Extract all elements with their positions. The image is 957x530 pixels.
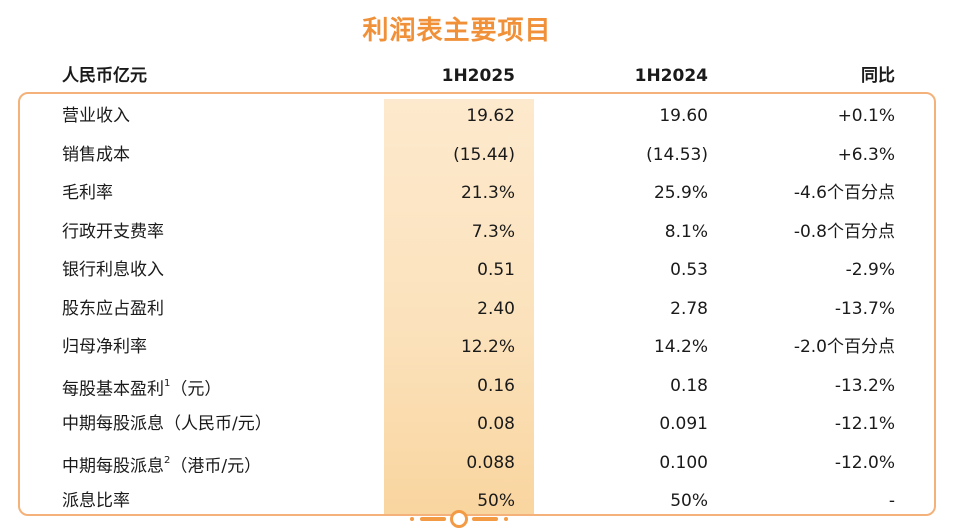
decorative-footer [0, 508, 957, 530]
table-row: 归母净利率 12.2% 14.2% -2.0个百分点 [0, 328, 957, 367]
value-1h2025: 50% [477, 491, 515, 511]
table-row: 中期每股派息2（港币/元） 0.088 0.100 -12.0% [0, 444, 957, 483]
value-yoy: -12.1% [834, 414, 895, 434]
row-label: 每股基本盈利1（元） [62, 367, 221, 409]
header-1h2025: 1H2025 [441, 66, 515, 86]
row-label-text: 归母净利率 [62, 337, 147, 357]
value-yoy: -4.6个百分点 [793, 183, 895, 203]
column-highlight-1h2025 [384, 99, 534, 514]
row-label-text: 毛利率 [62, 183, 113, 203]
row-label-unit: （港币/元） [170, 456, 262, 477]
value-1h2025: 0.08 [477, 414, 515, 434]
value-1h2024: 0.53 [670, 260, 708, 280]
row-label-text: 每股基本盈利 [62, 379, 164, 400]
row-label: 中期每股派息2（港币/元） [62, 444, 261, 486]
row-label: 中期每股派息（人民币/元） [62, 405, 272, 444]
row-label: 归母净利率 [62, 328, 147, 367]
value-1h2025: 19.62 [466, 106, 515, 126]
value-1h2024: 19.60 [659, 106, 708, 126]
header-1h2024: 1H2024 [634, 66, 708, 86]
row-label: 毛利率 [62, 174, 113, 213]
row-label: 销售成本 [62, 136, 130, 175]
value-yoy: -13.2% [834, 375, 895, 396]
value-1h2025: 21.3% [460, 183, 515, 203]
row-label-text: 银行利息收入 [62, 260, 164, 280]
value-1h2024: (14.53) [646, 144, 708, 165]
value-1h2024: 25.9% [653, 183, 708, 203]
value-yoy: -12.0% [834, 452, 895, 473]
table-header: 人民币亿元 1H2025 1H2024 同比 [0, 62, 957, 90]
value-yoy: -0.8个百分点 [793, 221, 895, 242]
table-title: 利润表主要项目 [362, 16, 552, 46]
row-label-unit: （元） [170, 379, 222, 400]
row-label-text: 行政开支费率 [62, 221, 164, 242]
value-1h2025: 7.3% [471, 221, 515, 242]
row-label-text: 营业收入 [62, 106, 130, 126]
ring-icon [450, 510, 468, 528]
table-row: 每股基本盈利1（元） 0.16 0.18 -13.2% [0, 367, 957, 406]
value-1h2024: 14.2% [653, 337, 708, 357]
table-body: 营业收入 19.62 19.60 +0.1% 销售成本 (15.44) (14.53) +6.… [0, 97, 957, 521]
footnote-marker: 1 [164, 377, 171, 389]
value-yoy: -2.0个百分点 [793, 337, 895, 357]
value-1h2024: 2.78 [670, 298, 708, 319]
table-row: 股东应占盈利 2.40 2.78 -13.7% [0, 290, 957, 329]
row-label-text: 中期每股派息 [62, 456, 164, 477]
row-label-text: 销售成本 [62, 144, 130, 165]
value-yoy: +6.3% [837, 144, 895, 165]
row-label: 派息比率 [62, 482, 130, 521]
table-row: 中期每股派息（人民币/元） 0.08 0.091 -12.1% [0, 405, 957, 444]
value-1h2025: 0.51 [477, 260, 515, 280]
footnote-marker: 2 [164, 454, 171, 466]
value-1h2025: 0.16 [477, 375, 515, 396]
value-1h2024: 0.100 [659, 452, 708, 473]
row-label: 银行利息收入 [62, 251, 164, 290]
table-row: 营业收入 19.62 19.60 +0.1% [0, 97, 957, 136]
value-1h2024: 0.091 [659, 414, 708, 434]
value-1h2025: 0.088 [466, 452, 515, 473]
table-frame [18, 92, 936, 516]
row-label-text: 派息比率 [62, 491, 130, 511]
value-1h2025: 12.2% [460, 337, 515, 357]
row-label: 行政开支费率 [62, 213, 164, 252]
table-row: 毛利率 21.3% 25.9% -4.6个百分点 [0, 174, 957, 213]
value-yoy: - [888, 491, 895, 511]
table-row: 行政开支费率 7.3% 8.1% -0.8个百分点 [0, 213, 957, 252]
value-yoy: -2.9% [845, 260, 895, 280]
header-yoy: 同比 [861, 66, 895, 86]
value-yoy: +0.1% [837, 106, 895, 126]
value-1h2025: (15.44) [453, 144, 515, 165]
value-yoy: -13.7% [834, 298, 895, 319]
row-label: 营业收入 [62, 97, 130, 136]
header-unit: 人民币亿元 [62, 66, 147, 86]
row-label-text: 中期每股派息（人民币/元） [62, 414, 272, 434]
table-row: 银行利息收入 0.51 0.53 -2.9% [0, 251, 957, 290]
table-row: 销售成本 (15.44) (14.53) +6.3% [0, 136, 957, 175]
row-label-text: 股东应占盈利 [62, 298, 164, 319]
table-row: 派息比率 50% 50% - [0, 482, 957, 521]
row-label: 股东应占盈利 [62, 290, 164, 329]
value-1h2024: 0.18 [670, 375, 708, 396]
value-1h2025: 2.40 [477, 298, 515, 319]
value-1h2024: 8.1% [664, 221, 708, 242]
value-1h2024: 50% [670, 491, 708, 511]
